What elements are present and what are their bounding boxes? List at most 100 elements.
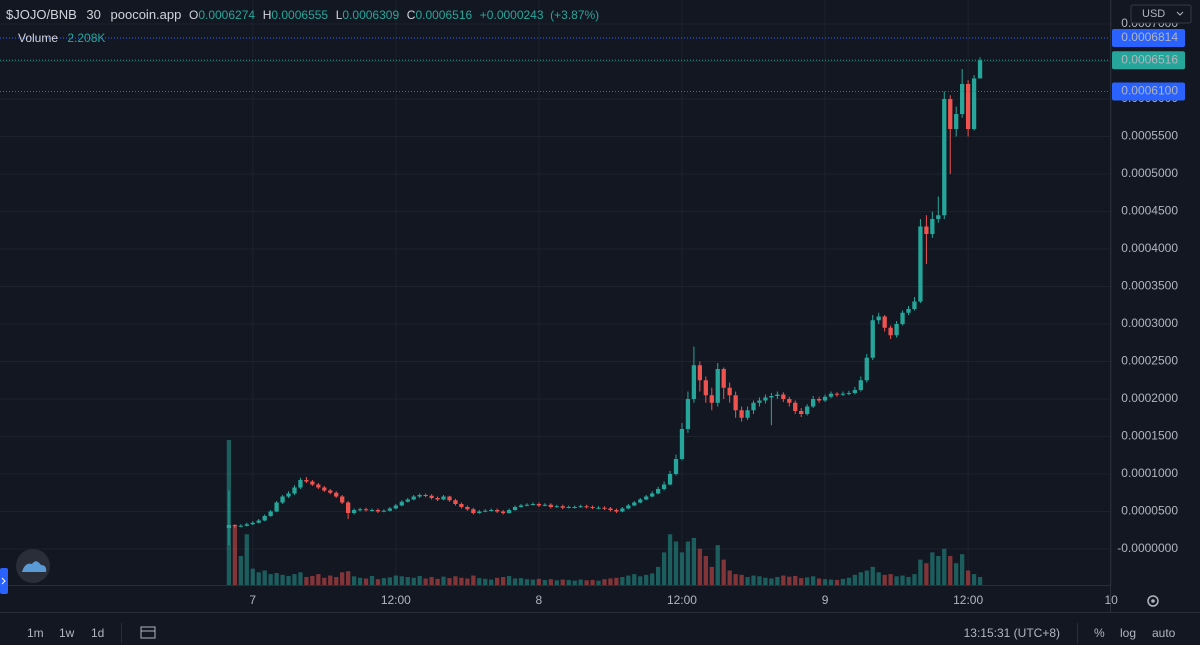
side-toggle[interactable]: [0, 568, 8, 594]
candle-body: [781, 394, 786, 399]
candle-body: [495, 510, 500, 512]
candle-body: [751, 402, 756, 411]
log-toggle[interactable]: log: [1120, 626, 1136, 640]
candle-body: [453, 500, 458, 504]
candle-body: [232, 525, 238, 527]
volume-bar: [596, 580, 601, 585]
x-tick-label: 10: [1105, 593, 1119, 607]
candle-body: [375, 510, 381, 512]
candle-body: [548, 504, 553, 507]
volume-bar: [548, 579, 553, 585]
volume-bar: [518, 578, 524, 585]
settings-icon: [1151, 599, 1155, 603]
volume-bar: [250, 568, 255, 585]
candle-body: [810, 399, 816, 407]
volume-bar: [757, 576, 762, 585]
candle-body: [733, 395, 738, 411]
volume-bar: [888, 574, 893, 585]
volume-bar: [822, 579, 828, 585]
percent-toggle[interactable]: %: [1094, 626, 1105, 640]
candle-body: [626, 505, 631, 509]
candle-body: [709, 395, 714, 403]
x-tick-label: 12:00: [667, 593, 697, 607]
y-tick-label: 0.0002000: [1121, 391, 1178, 405]
candle-body: [793, 402, 798, 411]
candle-body: [226, 525, 232, 528]
volume-bar: [655, 566, 661, 585]
volume-bar: [441, 576, 446, 585]
candle-body: [620, 508, 625, 512]
candle-body: [888, 327, 893, 336]
volume-bar: [864, 570, 869, 585]
volume-bar: [405, 577, 410, 585]
volume-bar: [715, 545, 720, 585]
candle-body: [632, 502, 637, 506]
range-button[interactable]: 1d: [91, 626, 104, 640]
candle-body: [661, 484, 667, 489]
volume-bar: [554, 580, 559, 585]
volume-bar: [602, 579, 607, 585]
side-toggle-icon: [1, 577, 6, 585]
currency-label[interactable]: USD: [1142, 8, 1165, 20]
volume-bar: [274, 573, 279, 585]
volume-bar: [751, 575, 756, 585]
volume-bar: [459, 577, 464, 585]
candle-body: [852, 390, 858, 393]
volume-bar: [793, 575, 798, 585]
candle-body: [363, 509, 369, 511]
change-percent: (+3.87%): [550, 8, 599, 22]
candle-body: [894, 324, 899, 336]
volume-bar: [435, 578, 440, 585]
volume-bar: [334, 577, 339, 585]
range-button[interactable]: 1m: [27, 626, 44, 640]
candle-body: [644, 496, 649, 500]
candle-body: [530, 504, 536, 505]
candle-body: [900, 312, 905, 324]
date-range-button[interactable]: [140, 626, 156, 639]
volume-bar: [775, 577, 780, 585]
volume-bar: [381, 578, 387, 585]
candle-body: [417, 495, 422, 497]
volume-bar: [465, 578, 470, 585]
range-button[interactable]: 1w: [59, 626, 75, 640]
volume-bar: [703, 556, 708, 585]
candle-body: [918, 226, 923, 302]
candle-body: [566, 507, 571, 508]
x-tick-label: 7: [249, 593, 256, 607]
candle-body: [512, 507, 518, 510]
price-lines: [0, 37, 1110, 92]
volume-pane: [226, 440, 983, 585]
volume-bar: [799, 578, 804, 585]
volume-bar: [852, 574, 858, 585]
candle-body: [691, 365, 697, 399]
ohlc-value: 0.0006274: [198, 8, 255, 22]
x-tick-label: 12:00: [953, 593, 983, 607]
ohlc-value: 0.0006555: [271, 8, 328, 22]
settings-button[interactable]: [1147, 595, 1159, 607]
volume-bar: [626, 575, 631, 585]
auto-toggle[interactable]: auto: [1152, 626, 1176, 640]
volume-bar: [560, 579, 565, 585]
volume-bar: [542, 579, 548, 585]
volume-bar: [298, 572, 303, 585]
candle-body: [614, 510, 619, 512]
volume-bar: [620, 577, 625, 585]
candle-body: [381, 510, 387, 512]
candle-body: [870, 320, 875, 358]
volume-bar: [268, 574, 273, 585]
candle-body: [816, 399, 822, 401]
candle-body: [590, 507, 595, 508]
volume-bar: [322, 577, 327, 585]
currency-button[interactable]: [1130, 4, 1192, 24]
candle-body: [298, 480, 303, 488]
candle-body: [429, 495, 434, 498]
volume-bar: [673, 541, 679, 585]
volume-bar: [345, 571, 351, 585]
volume-bar: [423, 578, 428, 585]
y-tick-label: 0.0000500: [1121, 504, 1178, 518]
candle-body: [483, 510, 488, 512]
candle-body: [822, 396, 828, 401]
volume-bar: [572, 580, 577, 585]
volume-bar: [650, 573, 655, 585]
ohlc-label: O: [189, 8, 198, 22]
